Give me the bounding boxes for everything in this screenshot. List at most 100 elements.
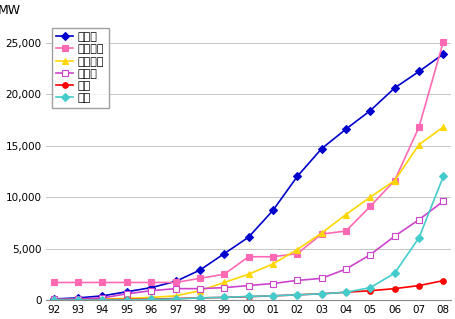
ドイツ xyxy=(392,86,397,90)
スペイン xyxy=(173,294,178,298)
スペイン xyxy=(124,297,130,300)
中国 xyxy=(294,293,300,297)
Line: スペイン: スペイン xyxy=(51,124,446,302)
中国 xyxy=(51,298,56,302)
スペイン xyxy=(319,231,324,235)
中国 xyxy=(173,297,178,301)
スペイン xyxy=(222,281,227,285)
インド xyxy=(197,287,202,291)
インド xyxy=(222,286,227,290)
インド xyxy=(270,282,276,286)
中国 xyxy=(100,298,105,302)
ドイツ xyxy=(51,297,56,301)
スペイン xyxy=(197,289,202,293)
アメリカ xyxy=(222,272,227,276)
ドイツ xyxy=(222,252,227,256)
ドイツ xyxy=(440,52,446,56)
インド xyxy=(343,267,349,271)
中国 xyxy=(368,286,373,290)
アメリカ xyxy=(294,252,300,256)
日本 xyxy=(222,295,227,299)
アメリカ xyxy=(197,277,202,280)
ドイツ xyxy=(343,127,349,131)
Legend: ドイツ, アメリカ, スペイン, インド, 日本, 中国: ドイツ, アメリカ, スペイン, インド, 日本, 中国 xyxy=(52,28,109,108)
中国 xyxy=(124,298,130,302)
インド xyxy=(416,218,422,222)
スペイン xyxy=(392,179,397,182)
アメリカ xyxy=(51,281,56,285)
アメリカ xyxy=(246,255,251,259)
ドイツ xyxy=(76,296,81,300)
アメリカ xyxy=(368,204,373,208)
日本 xyxy=(319,292,324,296)
ドイツ xyxy=(368,109,373,113)
インド xyxy=(173,287,178,291)
Line: 中国: 中国 xyxy=(51,174,446,303)
アメリカ xyxy=(343,229,349,233)
スペイン xyxy=(440,125,446,129)
スペイン xyxy=(270,262,276,266)
アメリカ xyxy=(100,281,105,285)
ドイツ xyxy=(246,235,251,239)
中国 xyxy=(197,296,202,300)
ドイツ xyxy=(173,279,178,283)
中国 xyxy=(392,271,397,275)
インド xyxy=(319,277,324,280)
スペイン xyxy=(51,298,56,301)
スペイン xyxy=(294,248,300,251)
中国 xyxy=(76,298,81,302)
日本 xyxy=(148,297,154,301)
インド xyxy=(76,297,81,301)
日本 xyxy=(343,290,349,294)
日本 xyxy=(51,298,56,302)
スペイン xyxy=(343,213,349,217)
ドイツ xyxy=(148,286,154,290)
スペイン xyxy=(100,297,105,301)
アメリカ xyxy=(416,125,422,129)
ドイツ xyxy=(319,147,324,151)
アメリカ xyxy=(392,179,397,182)
日本 xyxy=(368,289,373,293)
日本 xyxy=(270,294,276,298)
中国 xyxy=(246,294,251,298)
アメリカ xyxy=(173,281,178,285)
インド xyxy=(246,284,251,287)
スペイン xyxy=(76,298,81,301)
アメリカ xyxy=(440,40,446,44)
中国 xyxy=(440,174,446,178)
Line: ドイツ: ドイツ xyxy=(51,51,446,302)
中国 xyxy=(416,236,422,240)
Line: 日本: 日本 xyxy=(51,278,446,303)
スペイン xyxy=(368,195,373,199)
アメリカ xyxy=(76,281,81,285)
ドイツ xyxy=(416,70,422,73)
日本 xyxy=(76,298,81,302)
日本 xyxy=(197,296,202,300)
日本 xyxy=(416,284,422,287)
アメリカ xyxy=(270,255,276,259)
中国 xyxy=(222,295,227,299)
日本 xyxy=(294,293,300,297)
日本 xyxy=(392,287,397,291)
Line: アメリカ: アメリカ xyxy=(51,39,446,285)
インド xyxy=(440,199,446,203)
ドイツ xyxy=(270,209,276,212)
日本 xyxy=(246,295,251,299)
日本 xyxy=(100,298,105,301)
日本 xyxy=(124,298,130,301)
スペイン xyxy=(416,143,422,146)
インド xyxy=(368,253,373,256)
ドイツ xyxy=(124,290,130,294)
中国 xyxy=(148,298,154,301)
ドイツ xyxy=(197,268,202,272)
スペイン xyxy=(148,295,154,299)
アメリカ xyxy=(124,281,130,285)
中国 xyxy=(319,292,324,296)
インド xyxy=(392,234,397,238)
ドイツ xyxy=(294,174,300,178)
アメリカ xyxy=(148,281,154,285)
日本 xyxy=(173,297,178,300)
インド xyxy=(294,278,300,282)
中国 xyxy=(270,294,276,298)
Line: インド: インド xyxy=(51,198,446,302)
